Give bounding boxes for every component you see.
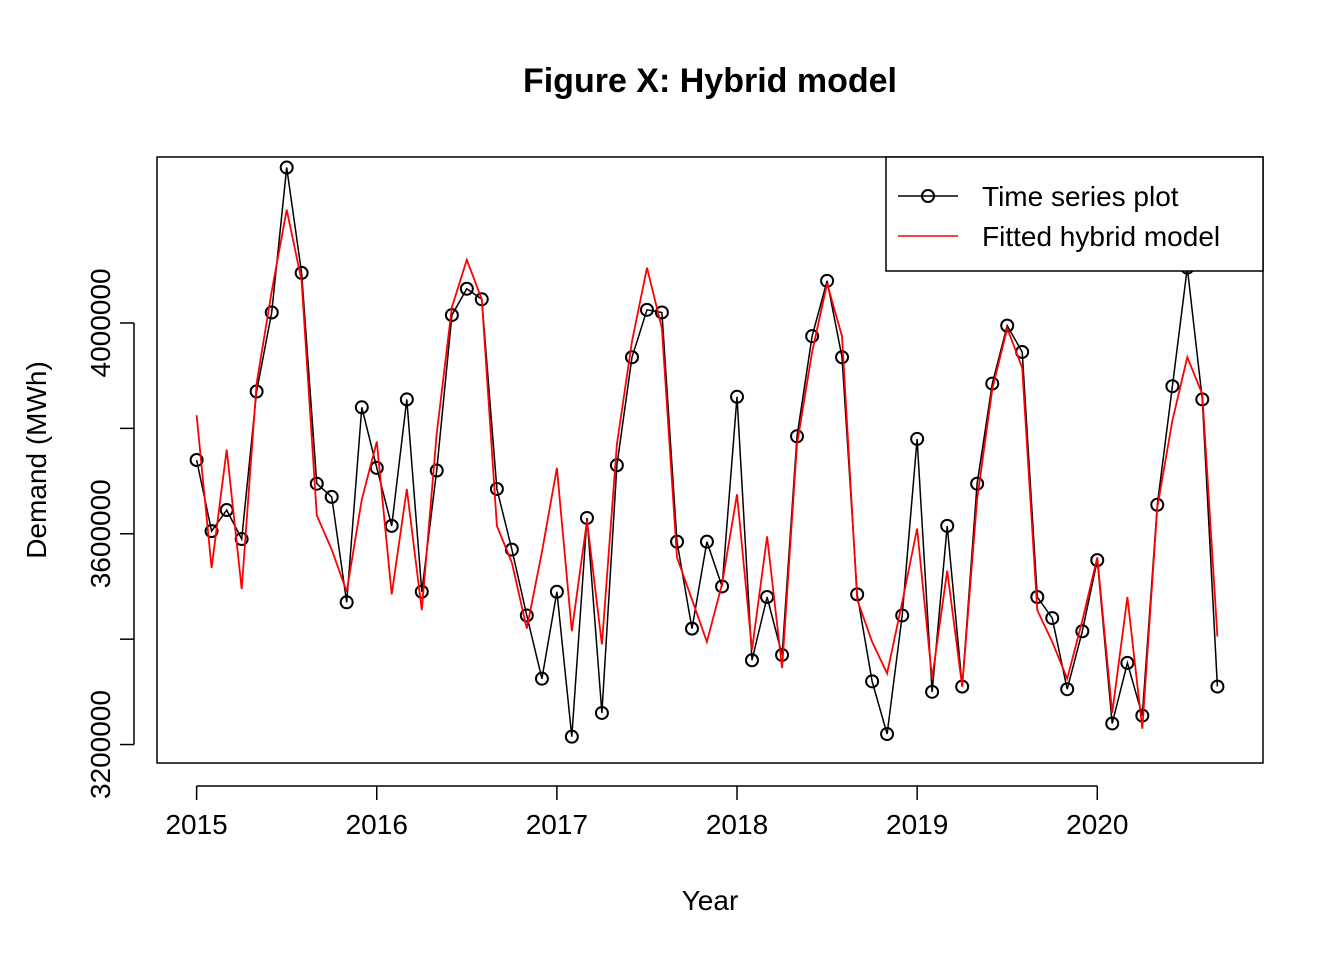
- point-time-series: [910, 431, 925, 446]
- y-axis: 3200000 3600000 4000000: [85, 268, 135, 799]
- x-tick-label: 2016: [346, 809, 408, 840]
- x-tick-label: 2017: [526, 809, 588, 840]
- x-tick-label: 2020: [1066, 809, 1128, 840]
- point-time-series: [639, 302, 654, 317]
- series-line-time-series: [195, 167, 1219, 737]
- point-time-series: [519, 608, 534, 623]
- point-time-series: [414, 584, 429, 599]
- series-layer: [189, 160, 1225, 744]
- point-time-series: [459, 281, 474, 296]
- point-time-series: [1045, 611, 1060, 626]
- x-tick-label: 2018: [706, 809, 768, 840]
- point-time-series: [1060, 682, 1075, 697]
- point-time-series: [324, 489, 339, 504]
- y-tick-label: 4000000: [85, 268, 116, 377]
- y-axis-label: Demand (MWh): [21, 361, 52, 559]
- legend-label-fitted: Fitted hybrid model: [982, 221, 1220, 252]
- x-axis-label: Year: [682, 885, 739, 916]
- point-time-series: [925, 684, 940, 699]
- y-tick-label: 3600000: [85, 479, 116, 588]
- legend-box: [885, 156, 1264, 272]
- x-axis: 2015 2016 2017 2018 2019 2020: [165, 785, 1128, 840]
- point-time-series: [730, 389, 745, 404]
- point-time-series: [1075, 624, 1090, 639]
- point-time-series: [865, 674, 880, 689]
- point-time-series: [699, 534, 714, 549]
- point-time-series: [684, 621, 699, 636]
- point-time-series: [940, 518, 955, 533]
- point-time-series: [399, 392, 414, 407]
- chart-title: Figure X: Hybrid model: [523, 62, 897, 100]
- point-time-series: [895, 608, 910, 623]
- point-time-series: [880, 727, 895, 742]
- point-time-series: [625, 350, 640, 365]
- point-time-series: [429, 463, 444, 478]
- point-time-series: [1120, 655, 1135, 670]
- point-time-series: [1105, 716, 1120, 731]
- point-time-series: [339, 595, 354, 610]
- point-time-series: [594, 705, 609, 720]
- legend: Time series plot Fitted hybrid model: [885, 156, 1264, 272]
- legend-label-time-series: Time series plot: [982, 181, 1179, 212]
- point-time-series: [744, 653, 759, 668]
- point-time-series: [564, 729, 579, 744]
- point-time-series: [309, 476, 324, 491]
- point-time-series: [534, 671, 549, 686]
- point-time-series: [489, 481, 504, 496]
- point-time-series: [805, 329, 820, 344]
- x-tick-label: 2019: [886, 809, 948, 840]
- legend-marker-time-series: [921, 189, 935, 203]
- point-time-series: [970, 476, 985, 491]
- point-time-series: [549, 584, 564, 599]
- point-time-series: [264, 305, 279, 320]
- point-time-series: [609, 458, 624, 473]
- y-tick-label: 3200000: [85, 690, 116, 799]
- point-time-series: [1165, 379, 1180, 394]
- plot-frame: [156, 156, 1264, 764]
- point-time-series: [279, 160, 294, 175]
- point-time-series: [204, 524, 219, 539]
- point-time-series: [1210, 679, 1225, 694]
- point-time-series: [189, 453, 204, 467]
- point-time-series: [354, 400, 369, 415]
- series-line-fitted: [195, 209, 1219, 729]
- x-tick-label: 2015: [165, 809, 227, 840]
- point-time-series: [654, 305, 669, 320]
